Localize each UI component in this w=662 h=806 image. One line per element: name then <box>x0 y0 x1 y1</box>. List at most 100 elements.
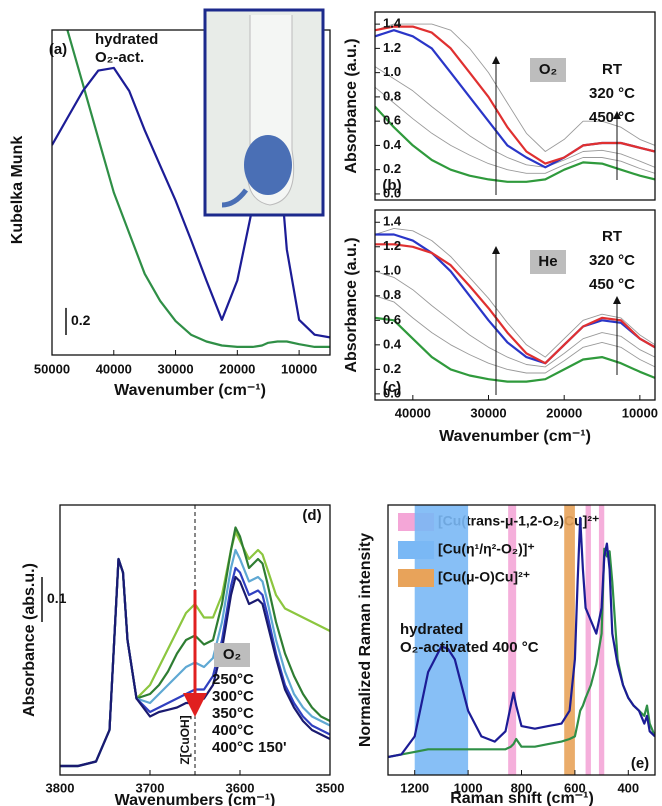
legend-label: O₂-activated 400 °C <box>400 639 539 656</box>
scale-bar-label: 0.2 <box>71 312 91 328</box>
x-tick-label: 30000 <box>470 405 506 420</box>
legend-label: hydrated <box>95 31 158 48</box>
series-line <box>375 86 655 174</box>
legend-label: 300°C <box>212 688 254 705</box>
scale-bar-label: 0.1 <box>47 590 67 606</box>
plot-frame <box>51 29 331 356</box>
tag: O₂ <box>223 646 241 663</box>
y-tick-label: 1.0 <box>383 64 401 79</box>
legend-label: 450 °C <box>589 109 635 126</box>
x-tick-label: 50000 <box>34 361 70 376</box>
y-tick-label: 0.8 <box>383 88 401 103</box>
y-tick-label: 0.6 <box>383 113 401 128</box>
legend-label: 450 °C <box>589 276 635 293</box>
legend-label: [Cu(η¹/η²-O₂)]⁺ <box>438 541 535 557</box>
panel-label: (b) <box>382 177 401 194</box>
tag: O₂ <box>539 61 557 78</box>
plot-frame <box>59 504 331 776</box>
y-tick-label: 1.2 <box>383 238 401 253</box>
plot-frame <box>374 209 656 401</box>
y-axis-label: Normalized Raman intensity <box>357 533 374 747</box>
panel-label: (e) <box>631 755 649 772</box>
y-axis-label: Absorbance (abs.u.) <box>21 563 38 717</box>
x-tick-label: 3600 <box>226 780 255 795</box>
y-axis-label: Absorbance (a.u.) <box>343 38 360 173</box>
y-tick-label: 0.0 <box>383 185 401 200</box>
series-line <box>375 105 655 183</box>
plot-frame <box>374 11 656 201</box>
panel-label: (d) <box>302 507 321 524</box>
x-tick-label: 20000 <box>546 405 582 420</box>
y-tick-label: 0.6 <box>383 312 401 327</box>
x-tick-label: 600 <box>564 780 586 795</box>
y-tick-label: 1.2 <box>383 40 401 55</box>
y-tick-label: 1.4 <box>383 214 402 229</box>
series-line <box>375 243 655 365</box>
x-tick-label: 20000 <box>219 361 255 376</box>
legend-label: RT <box>602 61 622 78</box>
x-tick-label: 30000 <box>157 361 193 376</box>
y-tick-label: 1.4 <box>383 16 402 31</box>
x-tick-label: 10000 <box>622 405 658 420</box>
x-tick-label: 800 <box>511 780 533 795</box>
y-tick-label: 0.0 <box>383 385 401 400</box>
legend-label: O₂-act. <box>95 49 144 66</box>
panel-label: (a) <box>49 41 67 58</box>
legend-label: [Cu(μ-O)Cu]²⁺ <box>438 569 530 585</box>
x-axis-label: Raman shift (cm⁻¹) <box>450 790 594 806</box>
series-line <box>388 516 655 759</box>
y-tick-label: 0.4 <box>383 137 402 152</box>
legend-swatch <box>398 541 434 559</box>
series-line <box>375 23 655 152</box>
x-tick-label: 3800 <box>46 780 75 795</box>
panel-label: (c) <box>383 379 401 396</box>
highlight-band <box>585 505 591 775</box>
series-line <box>60 557 330 768</box>
legend-label: 400°C <box>212 722 254 739</box>
legend-label: 320 °C <box>589 85 635 102</box>
legend-label: 320 °C <box>589 252 635 269</box>
annotation: Z[CuOH] <box>178 715 192 764</box>
x-tick-label: 3500 <box>316 780 345 795</box>
highlight-band <box>508 505 517 775</box>
legend-label: hydrated <box>400 621 463 638</box>
inset-sample <box>221 188 249 208</box>
x-tick-label: 3700 <box>136 780 165 795</box>
x-tick-label: 40000 <box>96 361 132 376</box>
series-line <box>375 25 655 165</box>
x-tick-label: 1200 <box>400 780 429 795</box>
x-tick-label: 10000 <box>281 361 317 376</box>
tag: He <box>538 253 557 270</box>
legend-label: 350°C <box>212 705 254 722</box>
legend-label: RT <box>602 228 622 245</box>
tag-box <box>530 58 566 82</box>
legend-label: 400°C 150' <box>212 739 287 756</box>
legend-label: [Cu(trans-μ-1,2-O₂)Cu]²⁺ <box>438 513 599 529</box>
x-axis-label: Wavenumbers (cm⁻¹) <box>115 792 276 806</box>
series-line <box>375 316 655 383</box>
tag-box <box>214 643 250 667</box>
tag-box <box>530 250 566 274</box>
series-line <box>375 233 655 365</box>
x-axis-label: Wavenumber (cm⁻¹) <box>439 428 591 445</box>
x-tick-label: 1000 <box>454 780 483 795</box>
series-line <box>375 270 655 368</box>
y-tick-label: 0.2 <box>383 361 401 376</box>
legend-swatch <box>398 569 434 587</box>
highlight-band <box>564 505 575 775</box>
x-tick-label: 400 <box>617 780 639 795</box>
plots: 50000 40000 30000 20000 10000 Wavenumber (cm⁻… <box>9 11 658 806</box>
y-tick-label: 0.4 <box>383 336 402 351</box>
y-axis-label: Kubelka Munk <box>9 136 26 245</box>
inset-sample <box>244 135 292 195</box>
series-line <box>375 227 655 358</box>
y-axis-label: Absorbance (a.u.) <box>343 237 360 372</box>
y-tick-label: 0.2 <box>383 161 401 176</box>
legend-label: 250°C <box>212 671 254 688</box>
y-tick-label: 0.8 <box>383 287 401 302</box>
series-line <box>375 66 655 168</box>
y-tick-label: 1.0 <box>383 263 401 278</box>
series-line <box>375 295 655 374</box>
